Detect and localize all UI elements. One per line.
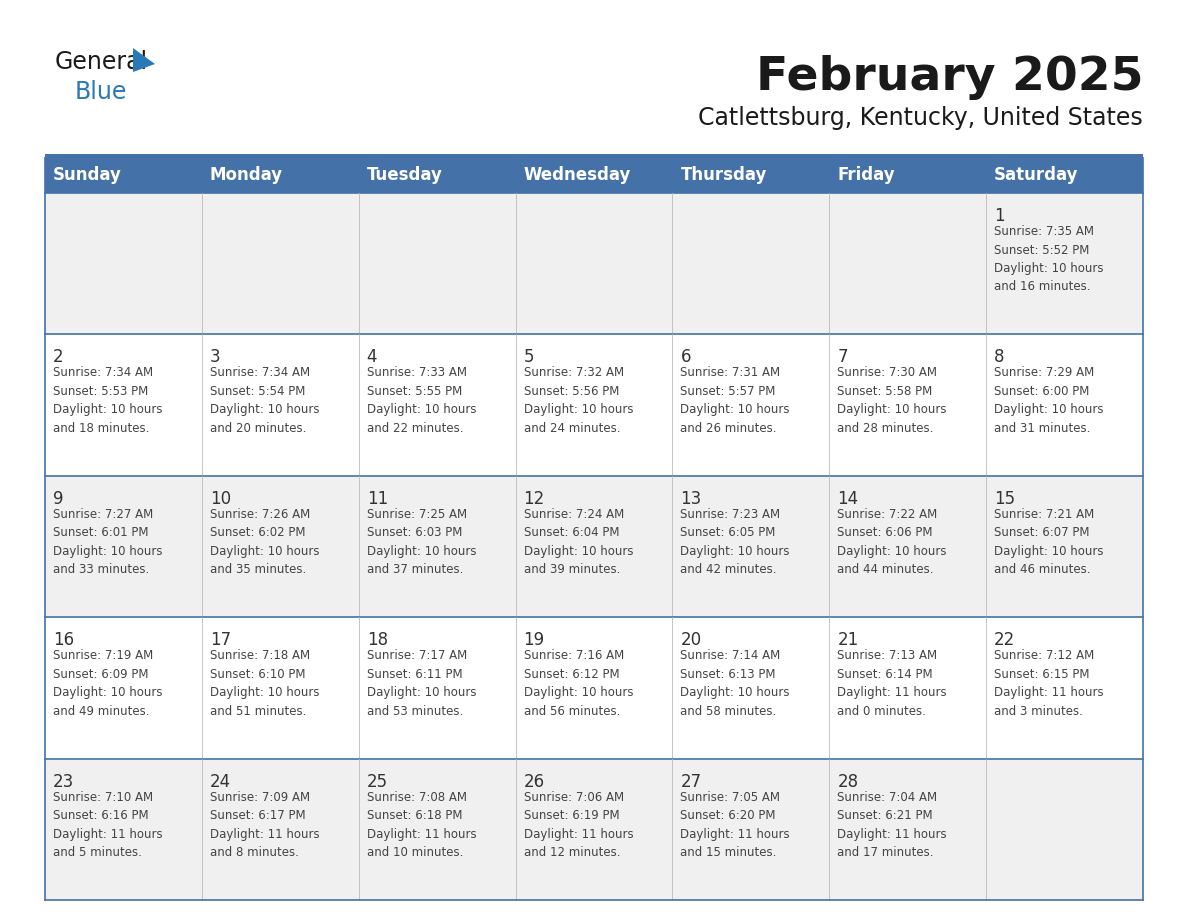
- Text: 2: 2: [53, 349, 64, 366]
- Text: Sunrise: 7:25 AM
Sunset: 6:03 PM
Daylight: 10 hours
and 37 minutes.: Sunrise: 7:25 AM Sunset: 6:03 PM Dayligh…: [367, 508, 476, 577]
- Text: February 2025: February 2025: [756, 55, 1143, 100]
- Text: Saturday: Saturday: [994, 166, 1079, 185]
- Text: Thursday: Thursday: [681, 166, 766, 185]
- Text: 26: 26: [524, 773, 544, 790]
- Bar: [45, 193, 1143, 334]
- Text: 14: 14: [838, 490, 859, 508]
- Bar: [45, 158, 1143, 193]
- Text: Sunrise: 7:16 AM
Sunset: 6:12 PM
Daylight: 10 hours
and 56 minutes.: Sunrise: 7:16 AM Sunset: 6:12 PM Dayligh…: [524, 649, 633, 718]
- Text: Sunrise: 7:10 AM
Sunset: 6:16 PM
Daylight: 11 hours
and 5 minutes.: Sunrise: 7:10 AM Sunset: 6:16 PM Dayligh…: [53, 790, 163, 859]
- Polygon shape: [133, 48, 154, 72]
- Text: Sunrise: 7:09 AM
Sunset: 6:17 PM
Daylight: 11 hours
and 8 minutes.: Sunrise: 7:09 AM Sunset: 6:17 PM Dayligh…: [210, 790, 320, 859]
- Text: Wednesday: Wednesday: [524, 166, 631, 185]
- Text: Blue: Blue: [75, 80, 127, 104]
- Text: 28: 28: [838, 773, 859, 790]
- Text: Sunrise: 7:27 AM
Sunset: 6:01 PM
Daylight: 10 hours
and 33 minutes.: Sunrise: 7:27 AM Sunset: 6:01 PM Dayligh…: [53, 508, 163, 577]
- Text: Sunrise: 7:06 AM
Sunset: 6:19 PM
Daylight: 11 hours
and 12 minutes.: Sunrise: 7:06 AM Sunset: 6:19 PM Dayligh…: [524, 790, 633, 859]
- Text: Sunrise: 7:17 AM
Sunset: 6:11 PM
Daylight: 10 hours
and 53 minutes.: Sunrise: 7:17 AM Sunset: 6:11 PM Dayligh…: [367, 649, 476, 718]
- Text: 4: 4: [367, 349, 378, 366]
- Text: 9: 9: [53, 490, 63, 508]
- Text: Catlettsburg, Kentucky, United States: Catlettsburg, Kentucky, United States: [699, 106, 1143, 130]
- Text: Monday: Monday: [210, 166, 283, 185]
- Text: 8: 8: [994, 349, 1005, 366]
- Text: 13: 13: [681, 490, 702, 508]
- Text: 22: 22: [994, 632, 1016, 649]
- Text: Sunrise: 7:26 AM
Sunset: 6:02 PM
Daylight: 10 hours
and 35 minutes.: Sunrise: 7:26 AM Sunset: 6:02 PM Dayligh…: [210, 508, 320, 577]
- Text: Sunrise: 7:21 AM
Sunset: 6:07 PM
Daylight: 10 hours
and 46 minutes.: Sunrise: 7:21 AM Sunset: 6:07 PM Dayligh…: [994, 508, 1104, 577]
- Text: 21: 21: [838, 632, 859, 649]
- Text: Tuesday: Tuesday: [367, 166, 443, 185]
- Text: 6: 6: [681, 349, 691, 366]
- Text: 20: 20: [681, 632, 702, 649]
- Text: Sunrise: 7:32 AM
Sunset: 5:56 PM
Daylight: 10 hours
and 24 minutes.: Sunrise: 7:32 AM Sunset: 5:56 PM Dayligh…: [524, 366, 633, 435]
- Text: 15: 15: [994, 490, 1016, 508]
- Text: 12: 12: [524, 490, 545, 508]
- Text: Sunrise: 7:05 AM
Sunset: 6:20 PM
Daylight: 11 hours
and 15 minutes.: Sunrise: 7:05 AM Sunset: 6:20 PM Dayligh…: [681, 790, 790, 859]
- Text: 1: 1: [994, 207, 1005, 225]
- Text: 27: 27: [681, 773, 702, 790]
- Text: Sunrise: 7:08 AM
Sunset: 6:18 PM
Daylight: 11 hours
and 10 minutes.: Sunrise: 7:08 AM Sunset: 6:18 PM Dayligh…: [367, 790, 476, 859]
- Text: Sunrise: 7:13 AM
Sunset: 6:14 PM
Daylight: 11 hours
and 0 minutes.: Sunrise: 7:13 AM Sunset: 6:14 PM Dayligh…: [838, 649, 947, 718]
- Text: 16: 16: [53, 632, 74, 649]
- Text: 17: 17: [210, 632, 230, 649]
- Text: Sunrise: 7:31 AM
Sunset: 5:57 PM
Daylight: 10 hours
and 26 minutes.: Sunrise: 7:31 AM Sunset: 5:57 PM Dayligh…: [681, 366, 790, 435]
- Text: 3: 3: [210, 349, 221, 366]
- Text: General: General: [55, 50, 148, 74]
- Text: 18: 18: [367, 632, 387, 649]
- Text: Sunrise: 7:33 AM
Sunset: 5:55 PM
Daylight: 10 hours
and 22 minutes.: Sunrise: 7:33 AM Sunset: 5:55 PM Dayligh…: [367, 366, 476, 435]
- Bar: [45, 334, 1143, 476]
- Text: Sunrise: 7:24 AM
Sunset: 6:04 PM
Daylight: 10 hours
and 39 minutes.: Sunrise: 7:24 AM Sunset: 6:04 PM Dayligh…: [524, 508, 633, 577]
- Text: Sunrise: 7:23 AM
Sunset: 6:05 PM
Daylight: 10 hours
and 42 minutes.: Sunrise: 7:23 AM Sunset: 6:05 PM Dayligh…: [681, 508, 790, 577]
- Text: 7: 7: [838, 349, 848, 366]
- Bar: [45, 476, 1143, 617]
- Text: 19: 19: [524, 632, 544, 649]
- Text: Sunrise: 7:04 AM
Sunset: 6:21 PM
Daylight: 11 hours
and 17 minutes.: Sunrise: 7:04 AM Sunset: 6:21 PM Dayligh…: [838, 790, 947, 859]
- Text: Sunrise: 7:14 AM
Sunset: 6:13 PM
Daylight: 10 hours
and 58 minutes.: Sunrise: 7:14 AM Sunset: 6:13 PM Dayligh…: [681, 649, 790, 718]
- Bar: [45, 154, 1143, 158]
- Text: 23: 23: [53, 773, 74, 790]
- Text: Sunrise: 7:34 AM
Sunset: 5:54 PM
Daylight: 10 hours
and 20 minutes.: Sunrise: 7:34 AM Sunset: 5:54 PM Dayligh…: [210, 366, 320, 435]
- Text: 10: 10: [210, 490, 230, 508]
- Text: Sunrise: 7:22 AM
Sunset: 6:06 PM
Daylight: 10 hours
and 44 minutes.: Sunrise: 7:22 AM Sunset: 6:06 PM Dayligh…: [838, 508, 947, 577]
- Text: 24: 24: [210, 773, 230, 790]
- Text: Sunrise: 7:12 AM
Sunset: 6:15 PM
Daylight: 11 hours
and 3 minutes.: Sunrise: 7:12 AM Sunset: 6:15 PM Dayligh…: [994, 649, 1104, 718]
- Text: Sunday: Sunday: [53, 166, 122, 185]
- Text: Friday: Friday: [838, 166, 895, 185]
- Text: Sunrise: 7:34 AM
Sunset: 5:53 PM
Daylight: 10 hours
and 18 minutes.: Sunrise: 7:34 AM Sunset: 5:53 PM Dayligh…: [53, 366, 163, 435]
- Bar: [45, 758, 1143, 900]
- Text: Sunrise: 7:30 AM
Sunset: 5:58 PM
Daylight: 10 hours
and 28 minutes.: Sunrise: 7:30 AM Sunset: 5:58 PM Dayligh…: [838, 366, 947, 435]
- Text: Sunrise: 7:18 AM
Sunset: 6:10 PM
Daylight: 10 hours
and 51 minutes.: Sunrise: 7:18 AM Sunset: 6:10 PM Dayligh…: [210, 649, 320, 718]
- Text: 25: 25: [367, 773, 387, 790]
- Text: Sunrise: 7:19 AM
Sunset: 6:09 PM
Daylight: 10 hours
and 49 minutes.: Sunrise: 7:19 AM Sunset: 6:09 PM Dayligh…: [53, 649, 163, 718]
- Text: Sunrise: 7:35 AM
Sunset: 5:52 PM
Daylight: 10 hours
and 16 minutes.: Sunrise: 7:35 AM Sunset: 5:52 PM Dayligh…: [994, 225, 1104, 294]
- Text: 11: 11: [367, 490, 388, 508]
- Text: 5: 5: [524, 349, 535, 366]
- Bar: [45, 617, 1143, 758]
- Text: Sunrise: 7:29 AM
Sunset: 6:00 PM
Daylight: 10 hours
and 31 minutes.: Sunrise: 7:29 AM Sunset: 6:00 PM Dayligh…: [994, 366, 1104, 435]
